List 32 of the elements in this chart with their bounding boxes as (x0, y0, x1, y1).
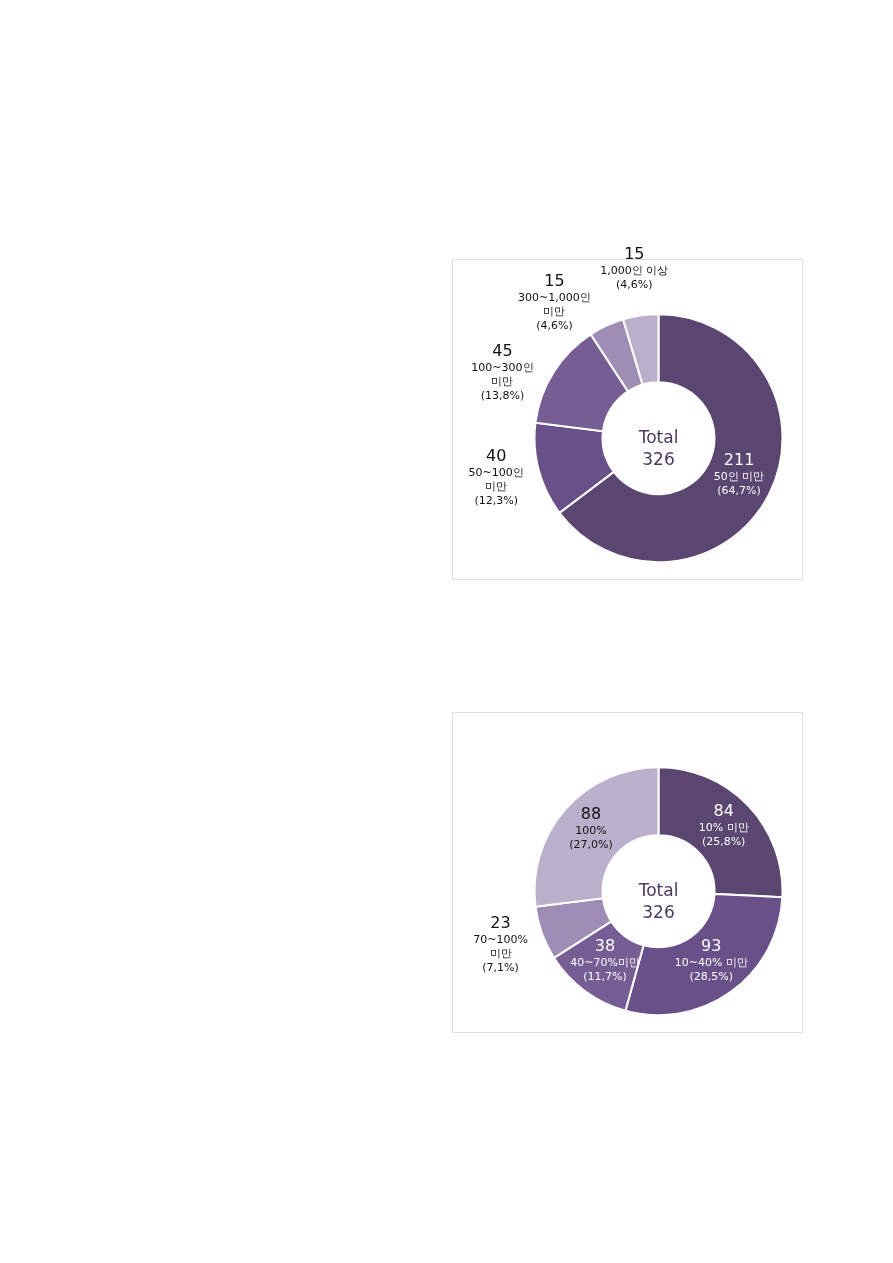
text: (25,8%) (701, 835, 746, 849)
data-label: 15 (624, 243, 645, 263)
text: (28,5%) (689, 970, 734, 984)
slice-label: 300~1,000인 미만 (518, 291, 591, 319)
slice-label: 50인 미만 (713, 470, 765, 484)
data-label: 15 (544, 271, 565, 291)
slice-label: 10~40% 미만 (674, 956, 748, 970)
text: Total 326 (637, 427, 679, 470)
slice-label: 10% 미만 (698, 821, 749, 835)
data-label: 93 (701, 936, 722, 956)
text: (4,6%) (536, 319, 573, 333)
slice-label: 40~70%미만 (570, 955, 640, 969)
text: (64,7%) (717, 484, 761, 498)
slice-label: 70~100% 미만 (473, 933, 528, 961)
text: Total 326 (637, 880, 679, 923)
data-label: 88 (580, 803, 602, 823)
slice-label: 1,000인 이상 (600, 263, 669, 277)
slice-label: 100~300인 미만 (471, 361, 534, 389)
data-label: 45 (492, 341, 513, 361)
data-label: 40 (485, 446, 507, 466)
text: (4,6%) (616, 277, 653, 291)
slice-label: 100% (575, 823, 607, 837)
data-label: 84 (713, 801, 734, 821)
data-label: 38 (594, 935, 616, 955)
text: (13,8%) (480, 389, 525, 403)
text: (27,0%) (569, 837, 613, 851)
data-label: 211 (723, 450, 755, 470)
slice-label: 50~100인 미만 (468, 466, 524, 494)
data-label: 23 (490, 913, 511, 933)
text: (11,7%) (583, 969, 627, 983)
text: (7,1%) (482, 961, 519, 975)
text: (12,3%) (474, 494, 518, 508)
